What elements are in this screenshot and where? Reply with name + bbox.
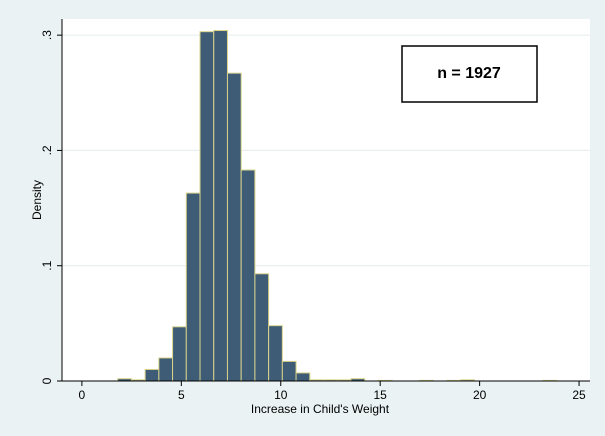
annotation-box xyxy=(401,45,538,103)
x-tick-label: 20 xyxy=(473,388,487,402)
bar xyxy=(268,325,283,382)
y-tick-label: .3 xyxy=(40,30,54,40)
bar xyxy=(254,273,270,382)
y-tick-label: .2 xyxy=(40,145,54,155)
bar xyxy=(144,368,160,382)
x-tick-label: 0 xyxy=(79,388,86,402)
y-tick-label: 0 xyxy=(40,377,54,384)
x-tick-label: 25 xyxy=(572,388,586,402)
annotation: n = 1927 xyxy=(437,65,501,82)
bar xyxy=(226,72,242,382)
y-axis-label: Density xyxy=(30,180,44,220)
x-tick-label: 5 xyxy=(178,388,185,402)
bar xyxy=(185,192,201,382)
bar xyxy=(199,31,215,382)
x-axis-label: Increase in Child's Weight xyxy=(251,402,390,416)
bar xyxy=(172,326,187,382)
x-tick-label: 15 xyxy=(374,388,388,402)
bar xyxy=(295,372,311,382)
bar xyxy=(158,357,174,382)
x-tick-label: 10 xyxy=(274,388,288,402)
bar xyxy=(213,30,228,382)
bar xyxy=(240,169,256,382)
bar xyxy=(281,360,297,382)
y-tick-label: .1 xyxy=(40,260,54,270)
